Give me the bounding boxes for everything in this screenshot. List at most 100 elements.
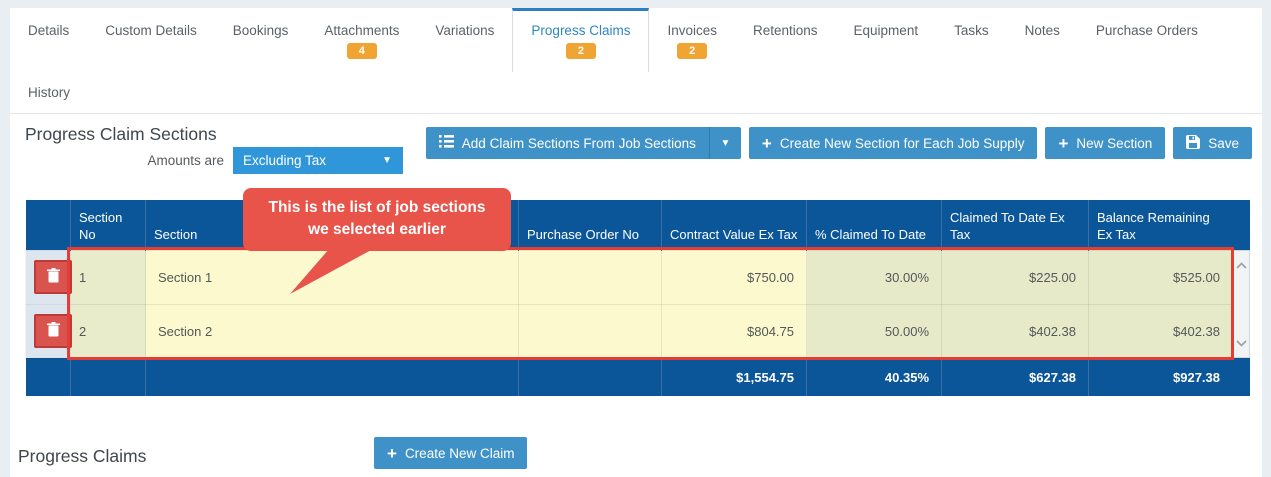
header-section-no: Section No (70, 200, 146, 250)
scrollbar-track[interactable] (1232, 250, 1250, 358)
plus-icon: + (387, 443, 397, 463)
tab-label: Attachments (324, 23, 400, 38)
tab-tasks[interactable]: Tasks (936, 8, 1007, 72)
section-title: Progress Claim Sections (25, 124, 217, 144)
scrollbar-footer-cap (1232, 358, 1250, 396)
save-button[interactable]: Save (1173, 127, 1252, 159)
add-claim-sections-button[interactable]: Add Claim Sections From Job Sections (425, 127, 709, 159)
create-new-claim-button[interactable]: + Create New Claim (374, 437, 528, 469)
tab-attachments[interactable]: Attachments 4 (306, 8, 417, 72)
header-pct-claimed: % Claimed To Date (806, 200, 942, 250)
button-label: Add Claim Sections From Job Sections (461, 135, 696, 151)
amounts-label: Amounts are (147, 153, 224, 168)
tab-row-2: History (10, 72, 1262, 113)
cell-contract-value[interactable]: $750.00 (661, 249, 807, 305)
main-panel: Details Custom Details Bookings Attachme… (10, 8, 1262, 477)
tab-row-1: Details Custom Details Bookings Attachme… (10, 8, 1262, 72)
vertical-scrollbar (1232, 200, 1250, 396)
count-badge: 2 (565, 43, 596, 59)
plus-icon: + (1058, 133, 1069, 153)
tab-invoices[interactable]: Invoices 2 (649, 8, 735, 72)
tab-label: Custom Details (105, 23, 197, 38)
cell-section[interactable]: Section 2 (145, 303, 519, 359)
table-row: 1 Section 1 $750.00 30.00% $225.00 $525.… (25, 249, 1233, 305)
row-gutter-cell (25, 303, 72, 359)
progress-claim-sections-panel: Progress Claim Sections Amounts are Excl… (10, 114, 1262, 476)
cell-purchase-order-no[interactable] (518, 303, 662, 359)
row-gutter-cell (25, 249, 72, 305)
tab-label: Purchase Orders (1095, 23, 1198, 38)
tab-label: Retentions (752, 23, 818, 38)
cell-pct-claimed[interactable]: 50.00% (806, 303, 942, 359)
totals-claimed-to-date: $627.38 (941, 358, 1089, 396)
add-claim-sections-dropdown-toggle[interactable]: ▼ (708, 127, 741, 159)
count-badge: 2 (677, 43, 708, 59)
trash-icon (46, 322, 60, 340)
tab-notes[interactable]: Notes (1007, 8, 1078, 72)
count-badge: 4 (346, 43, 377, 59)
chevron-down-icon: ▼ (720, 137, 731, 149)
cell-section-no[interactable]: 2 (70, 303, 146, 359)
amounts-dropdown[interactable]: Excluding Tax ▼ (233, 147, 403, 174)
tab-history[interactable]: History (10, 85, 88, 100)
totals-row: $1,554.75 40.35% $627.38 $927.38 (25, 358, 1233, 396)
tab-label: Progress Claims (531, 23, 631, 38)
tab-equipment[interactable]: Equipment (836, 8, 937, 72)
header-claimed-to-date: Claimed To Date Ex Tax (941, 200, 1089, 250)
delete-row-button[interactable] (34, 314, 72, 348)
cell-pct-claimed[interactable]: 30.00% (806, 249, 942, 305)
scrollbar-header-cap (1232, 200, 1250, 250)
amounts-dropdown-value: Excluding Tax (243, 153, 327, 168)
button-label: New Section (1076, 135, 1153, 151)
cell-claimed-to-date[interactable]: $402.38 (941, 303, 1089, 359)
button-label: Save (1208, 135, 1239, 151)
cell-section-no[interactable]: 1 (70, 249, 146, 305)
delete-row-button[interactable] (34, 260, 72, 294)
tab-bookings[interactable]: Bookings (215, 8, 307, 72)
header-balance-remaining: Balance Remaining Ex Tax (1088, 200, 1233, 250)
callout-line-2: we selected earlier (308, 221, 446, 239)
plus-icon: + (761, 133, 772, 153)
cell-balance-remaining[interactable]: $402.38 (1088, 303, 1233, 359)
tab-label: Details (28, 23, 70, 38)
tab-progress-claims[interactable]: Progress Claims 2 (512, 8, 650, 72)
totals-empty (70, 358, 146, 396)
tab-label: Variations (435, 23, 495, 38)
totals-balance-remaining: $927.38 (1088, 358, 1233, 396)
header-contract-value: Contract Value Ex Tax (661, 200, 807, 250)
toolbar: Add Claim Sections From Job Sections ▼ +… (425, 127, 1252, 159)
tab-retentions[interactable]: Retentions (735, 8, 836, 72)
button-label: Create New Section for Each Job Supply (779, 135, 1025, 151)
tab-details[interactable]: Details (10, 8, 87, 72)
totals-empty (145, 358, 519, 396)
cell-claimed-to-date[interactable]: $225.00 (941, 249, 1089, 305)
totals-gutter (25, 358, 71, 396)
tab-purchase-orders[interactable]: Purchase Orders (1078, 8, 1216, 72)
totals-contract-value: $1,554.75 (661, 358, 807, 396)
tab-custom-details[interactable]: Custom Details (87, 8, 215, 72)
scroll-down-icon[interactable] (1235, 334, 1247, 352)
scroll-up-icon[interactable] (1235, 256, 1247, 274)
new-section-button[interactable]: + New Section (1045, 127, 1166, 159)
progress-claims-title: Progress Claims (18, 446, 147, 466)
cell-purchase-order-no[interactable] (518, 249, 662, 305)
totals-pct-claimed: 40.35% (806, 358, 942, 396)
header-purchase-order-no: Purchase Order No (518, 200, 662, 250)
tab-label: History (28, 85, 71, 100)
cell-contract-value[interactable]: $804.75 (661, 303, 807, 359)
add-claim-sections-split-button: Add Claim Sections From Job Sections ▼ (425, 127, 741, 159)
chevron-down-icon: ▼ (382, 155, 392, 166)
callout-line-1: This is the list of job sections (268, 199, 486, 216)
create-section-each-supply-button[interactable]: + Create New Section for Each Job Supply (748, 127, 1038, 159)
tab-bar: Details Custom Details Bookings Attachme… (10, 8, 1262, 114)
amounts-control: Amounts are Excluding Tax ▼ (10, 147, 403, 174)
button-label: Create New Claim (404, 445, 515, 461)
tab-label: Tasks (954, 23, 989, 38)
tab-variations[interactable]: Variations (417, 8, 512, 72)
totals-empty (518, 358, 662, 396)
tab-label: Bookings (232, 23, 289, 38)
header-gutter (25, 200, 71, 250)
header-row: Section No Section Purchase Order No Con… (25, 200, 1233, 250)
tab-label: Invoices (667, 23, 717, 38)
cell-balance-remaining[interactable]: $525.00 (1088, 249, 1233, 305)
